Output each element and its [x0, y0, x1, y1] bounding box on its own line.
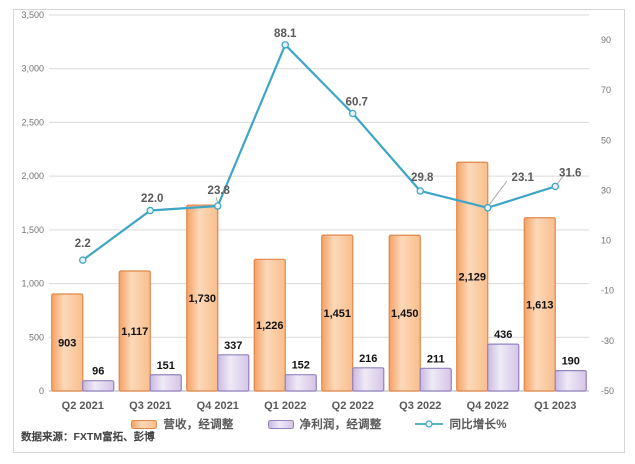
left-axis-tick-label: 2,500 [21, 117, 44, 127]
revenue-value-label: 903 [58, 337, 76, 349]
growth-point-marker [213, 202, 222, 210]
revenue-bar [118, 270, 151, 392]
revenue-value-label: 1,451 [323, 308, 351, 320]
category-label: Q2 2022 [332, 400, 374, 412]
growth-value-label: 2.2 [75, 238, 91, 250]
revenue-value-label: 1,117 [121, 326, 148, 338]
revenue-swatch-icon [131, 419, 158, 429]
right-axis-tick-label: 70 [601, 85, 611, 95]
profit-value-label: 436 [494, 329, 512, 341]
legend-label-revenue: 营收，经调整 [163, 419, 234, 431]
right-axis-tick-label: -50 [601, 386, 614, 396]
left-axis-tick-label: 1,500 [21, 225, 44, 235]
profit-swatch-icon [267, 419, 294, 429]
category-label: Q1 2022 [264, 400, 306, 412]
category-label: Q4 2021 [197, 400, 239, 412]
left-axis-tick-label: 3,000 [21, 64, 44, 74]
revenue-value-label: 1,450 [391, 308, 419, 320]
growth-point-marker [483, 204, 492, 212]
category-label: Q2 2021 [62, 400, 104, 412]
revenue-bar [186, 204, 219, 392]
profit-value-label: 96 [92, 366, 104, 378]
left-axis-tick-label: 3,500 [21, 10, 44, 20]
growth-point-marker [79, 256, 87, 264]
revenue-bar [321, 234, 354, 392]
revenue-value-label: 2,129 [458, 272, 486, 284]
growth-line [82, 43, 556, 262]
revenue-bar [388, 234, 421, 392]
profit-bar [217, 354, 250, 392]
growth-value-label: 29.8 [411, 172, 434, 184]
left-axis-tick-label: 1,000 [21, 279, 44, 289]
growth-line-marker-icon [415, 420, 444, 428]
growth-point-marker [348, 109, 357, 118]
profit-bar [149, 374, 182, 392]
legend-item-profit: 净利润，经调整 [267, 416, 382, 432]
left-axis-tick-label: 0 [39, 386, 44, 396]
growth-point-marker [416, 187, 424, 195]
revenue-bar [253, 258, 286, 392]
right-axis-tick-label: 50 [601, 135, 611, 145]
revenue-value-label: 1,613 [526, 299, 554, 311]
source-note: 数据来源：FXTM富拓、彭博 [21, 431, 155, 443]
legend-item-growth: 同比增长% [415, 416, 506, 432]
revenue-bar [523, 217, 556, 392]
growth-value-label: 31.6 [559, 167, 581, 179]
right-axis-tick-label: 10 [601, 236, 611, 246]
profit-bar [352, 367, 385, 392]
right-axis-tick-label: -10 [601, 286, 614, 296]
revenue-bar [51, 293, 84, 392]
label-leader-line [488, 180, 508, 206]
profit-value-label: 190 [562, 356, 580, 368]
growth-point-marker [281, 41, 289, 49]
profit-value-label: 152 [292, 360, 310, 372]
category-label: Q1 2023 [534, 400, 576, 412]
label-leader-line [557, 176, 563, 184]
profit-value-label: 216 [359, 353, 377, 365]
category-label: Q3 2021 [129, 400, 171, 412]
growth-value-label: 23.1 [512, 172, 535, 184]
growth-point-marker [146, 206, 154, 215]
legend-label-growth: 同比增长% [449, 419, 507, 431]
revenue-bar [456, 161, 489, 392]
growth-value-label: 88.1 [274, 28, 297, 40]
growth-value-label: 60.7 [346, 97, 368, 109]
profit-value-label: 337 [224, 340, 242, 352]
profit-bar [82, 380, 115, 392]
left-axis-tick-label: 500 [29, 332, 44, 342]
growth-point-marker [551, 182, 560, 191]
profit-bar [284, 374, 317, 392]
right-axis-tick-label: -30 [601, 336, 614, 346]
growth-value-label: 22.0 [141, 193, 163, 205]
legend-label-profit: 净利润，经调整 [299, 419, 382, 431]
legend-item-revenue: 营收，经调整 [131, 416, 233, 432]
right-axis-tick-label: 30 [601, 185, 611, 195]
profit-bar [419, 367, 452, 392]
category-label: Q4 2022 [467, 400, 509, 412]
profit-bar [487, 343, 520, 392]
legend: 营收，经调整 净利润，经调整 同比增长% [13, 415, 625, 433]
growth-value-label: 23.8 [208, 185, 231, 197]
profit-bar [554, 369, 587, 392]
left-axis-tick-label: 2,000 [21, 171, 44, 181]
profit-value-label: 151 [157, 360, 175, 372]
revenue-value-label: 1,226 [256, 320, 284, 332]
chart-frame [13, 9, 625, 453]
category-label: Q3 2022 [399, 400, 441, 412]
profit-value-label: 211 [427, 353, 445, 365]
right-axis-tick-label: 90 [601, 35, 611, 45]
revenue-value-label: 1,730 [188, 293, 216, 305]
